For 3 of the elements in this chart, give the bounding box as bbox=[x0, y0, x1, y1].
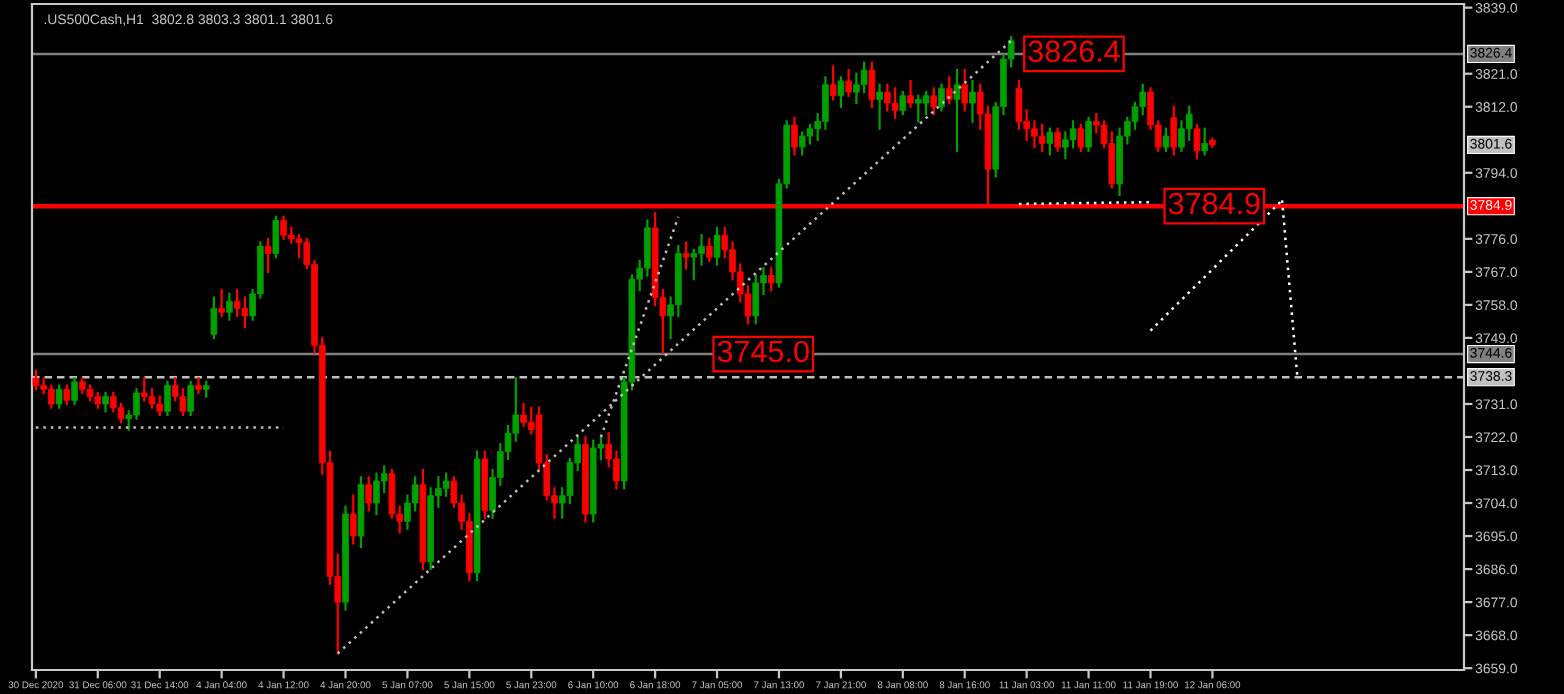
annotation: 3826.4 bbox=[1028, 40, 1120, 63]
annotation: 3745.0 bbox=[717, 340, 809, 363]
annotation: 3784.9 bbox=[1168, 192, 1260, 215]
